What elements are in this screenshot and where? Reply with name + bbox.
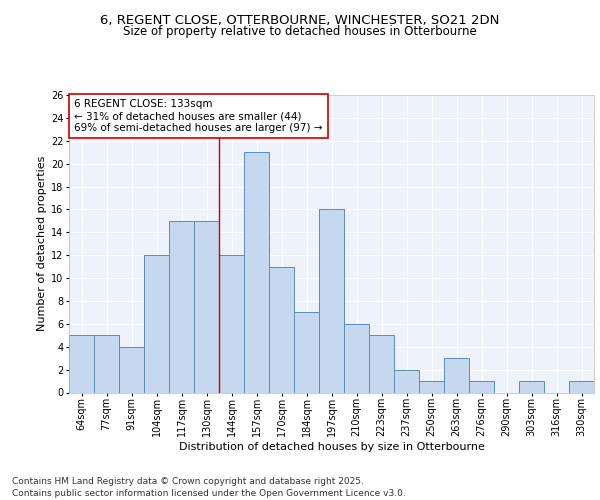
Bar xyxy=(419,381,444,392)
Bar xyxy=(69,336,94,392)
Bar xyxy=(269,266,294,392)
Bar xyxy=(319,210,344,392)
Bar xyxy=(469,381,494,392)
Bar xyxy=(344,324,369,392)
Text: Size of property relative to detached houses in Otterbourne: Size of property relative to detached ho… xyxy=(123,25,477,38)
Text: 6 REGENT CLOSE: 133sqm
← 31% of detached houses are smaller (44)
69% of semi-det: 6 REGENT CLOSE: 133sqm ← 31% of detached… xyxy=(74,100,323,132)
Y-axis label: Number of detached properties: Number of detached properties xyxy=(37,156,47,332)
Bar xyxy=(119,346,144,393)
Text: 6, REGENT CLOSE, OTTERBOURNE, WINCHESTER, SO21 2DN: 6, REGENT CLOSE, OTTERBOURNE, WINCHESTER… xyxy=(100,14,500,27)
Bar xyxy=(294,312,319,392)
Bar xyxy=(219,255,244,392)
Bar xyxy=(244,152,269,392)
X-axis label: Distribution of detached houses by size in Otterbourne: Distribution of detached houses by size … xyxy=(179,442,484,452)
Bar xyxy=(394,370,419,392)
Bar xyxy=(194,221,219,392)
Bar xyxy=(169,221,194,392)
Bar xyxy=(519,381,544,392)
Bar xyxy=(94,336,119,392)
Bar xyxy=(369,336,394,392)
Bar xyxy=(144,255,169,392)
Text: Contains HM Land Registry data © Crown copyright and database right 2025.
Contai: Contains HM Land Registry data © Crown c… xyxy=(12,476,406,498)
Bar xyxy=(444,358,469,392)
Bar xyxy=(569,381,594,392)
